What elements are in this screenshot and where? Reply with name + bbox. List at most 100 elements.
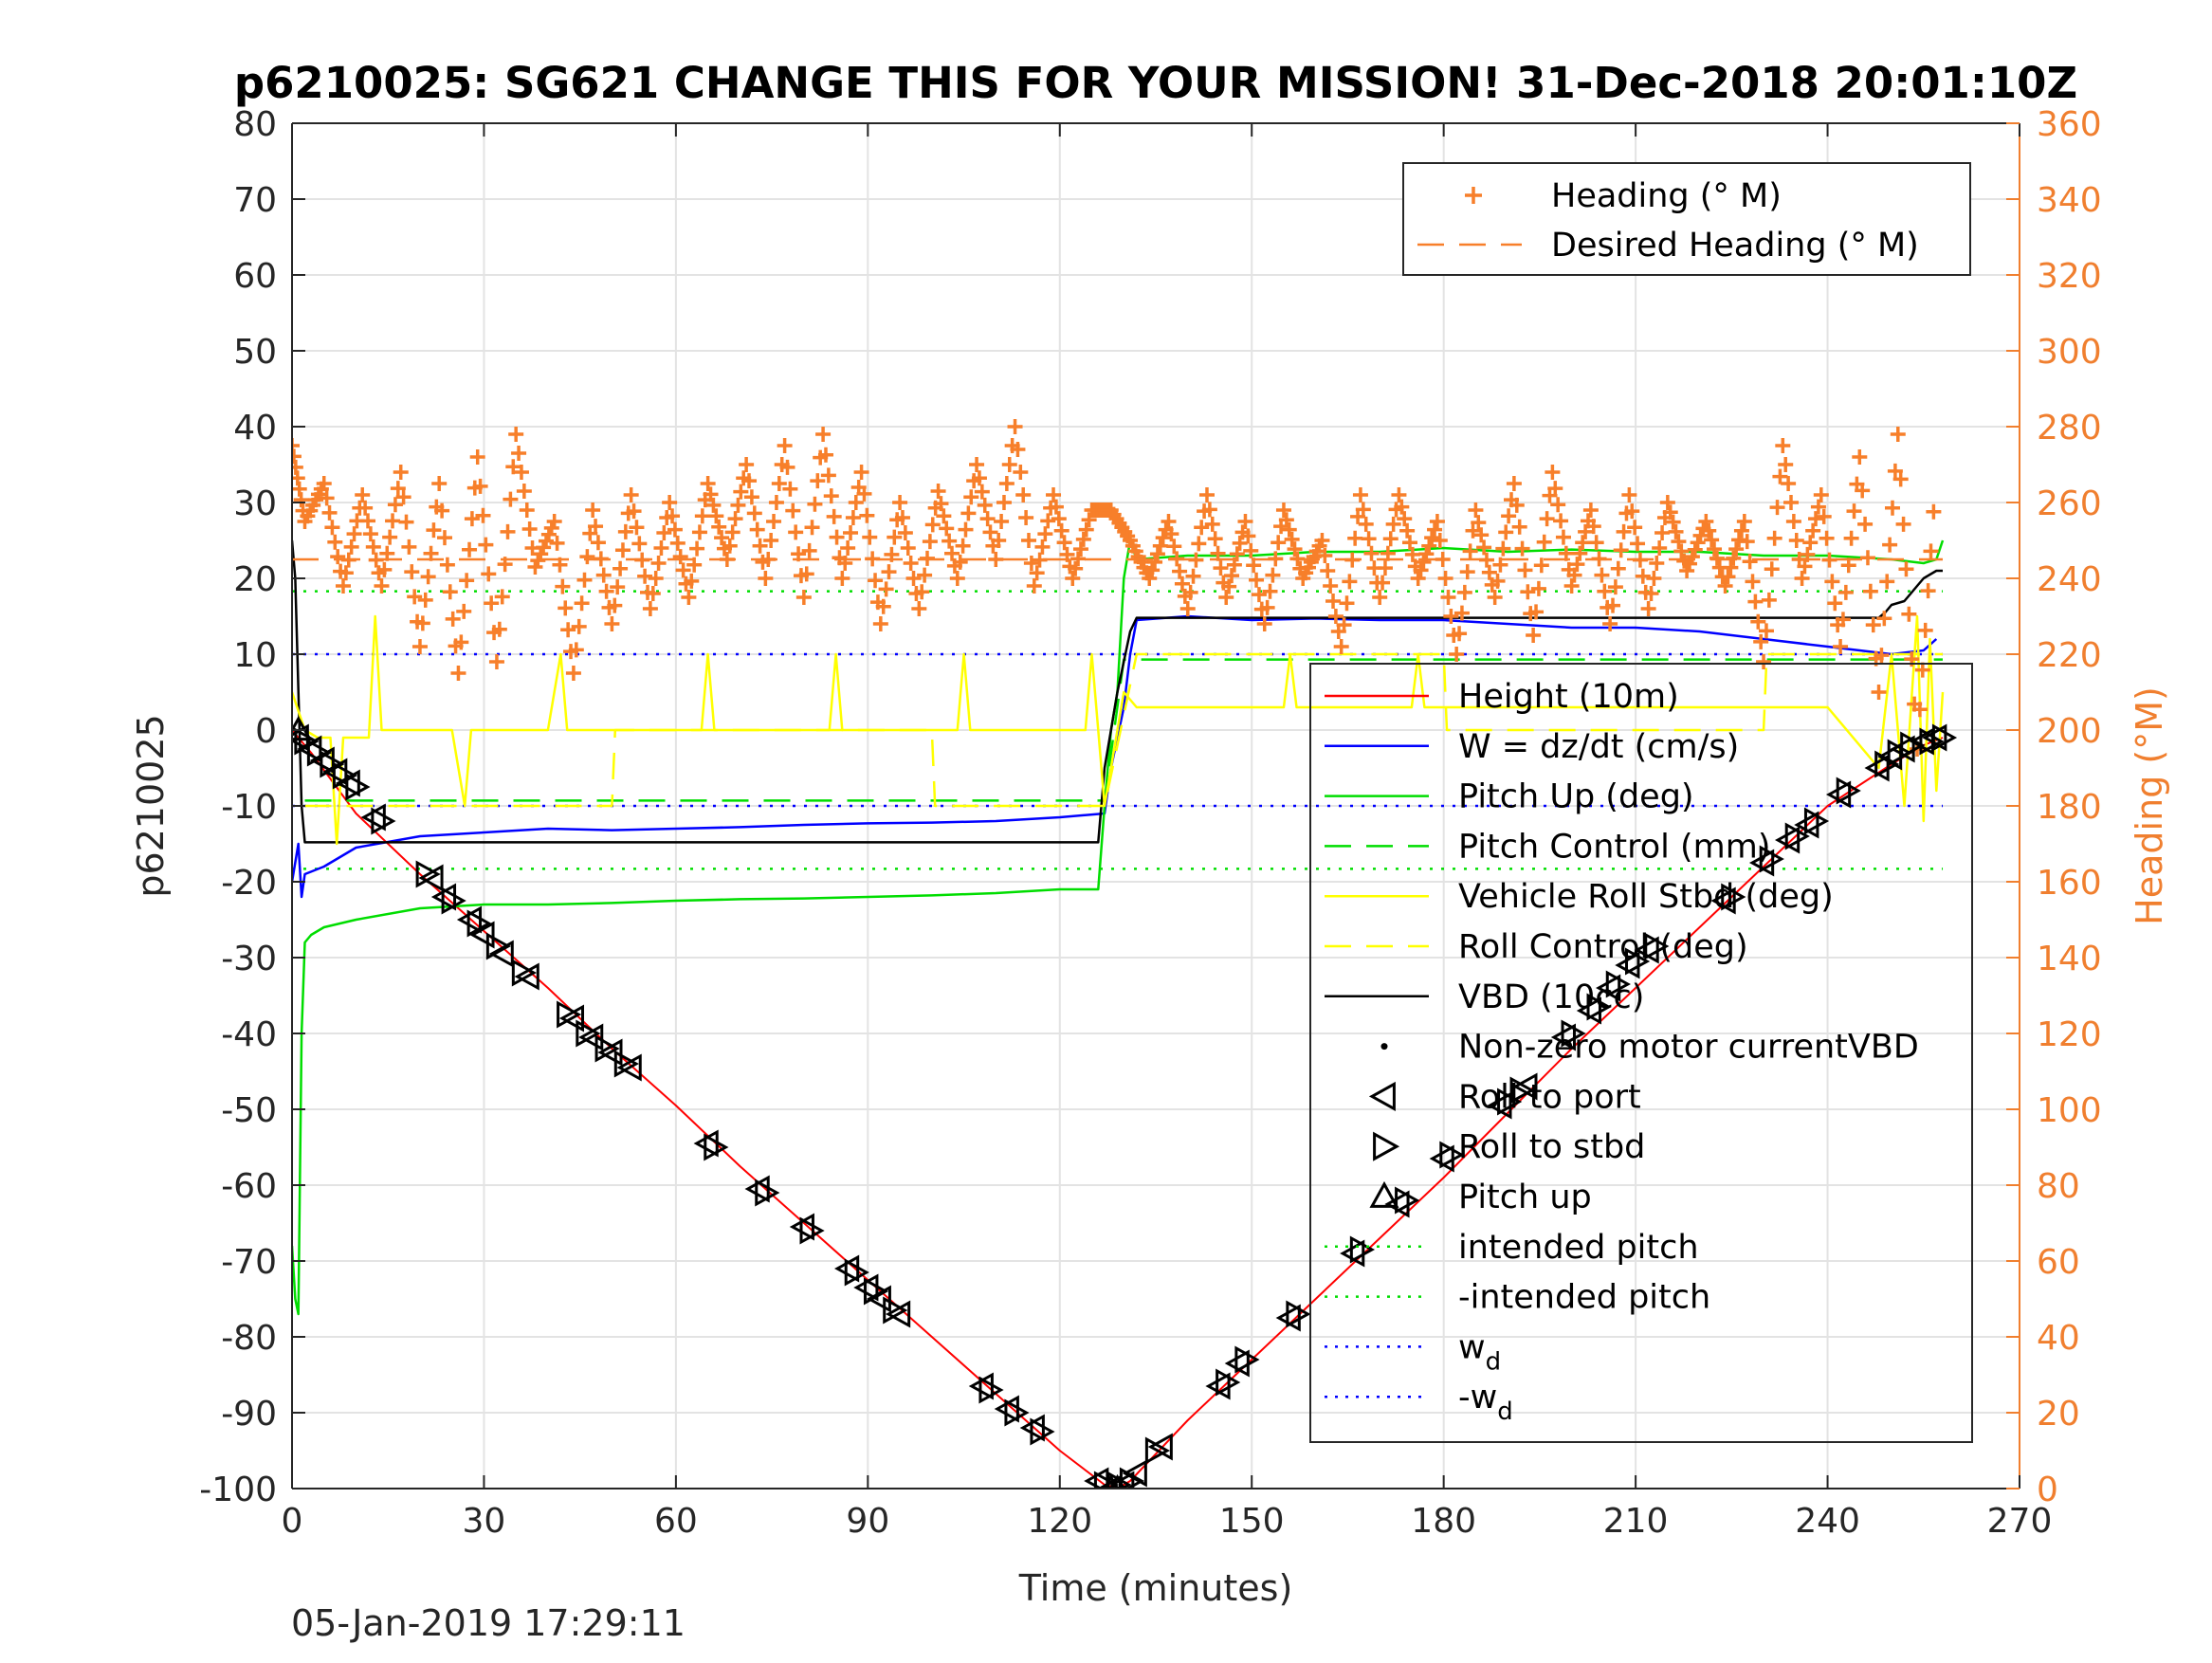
heading-point bbox=[598, 583, 614, 599]
heading-point bbox=[484, 595, 500, 612]
heading-point bbox=[612, 560, 629, 576]
heading-point bbox=[292, 438, 300, 453]
heading-point bbox=[1163, 526, 1179, 542]
heading-point bbox=[319, 490, 335, 506]
heading-point bbox=[1550, 497, 1566, 513]
heading-point bbox=[1575, 535, 1591, 551]
heading-point bbox=[653, 540, 669, 556]
heading-point bbox=[1179, 601, 1196, 616]
heading-point bbox=[1221, 578, 1237, 594]
heading-point bbox=[733, 484, 749, 500]
heading-point bbox=[1281, 521, 1297, 538]
y-tick-label-right: 300 bbox=[2037, 333, 2102, 372]
heading-point bbox=[694, 508, 710, 524]
y-tick-label-right: 120 bbox=[2037, 1015, 2102, 1054]
heading-point bbox=[785, 503, 801, 519]
heading-point bbox=[1690, 535, 1706, 551]
heading-point bbox=[1885, 500, 1900, 516]
heading-point bbox=[450, 666, 466, 681]
heading-point bbox=[1635, 568, 1651, 584]
heading-point bbox=[1871, 685, 1887, 700]
heading-point bbox=[691, 524, 707, 540]
heading-point bbox=[1424, 530, 1440, 546]
roll-to-stbd-marker bbox=[1874, 750, 1900, 778]
heading-point bbox=[996, 495, 1012, 510]
y-tick-label-right: 260 bbox=[2037, 484, 2102, 523]
heading-point bbox=[1572, 545, 1588, 561]
heading-point bbox=[374, 578, 390, 594]
y-tick-label-right: 60 bbox=[2037, 1243, 2080, 1282]
heading-point bbox=[859, 507, 875, 523]
heading-point bbox=[1007, 419, 1023, 434]
heading-point bbox=[1613, 542, 1629, 558]
roll-to-stbd-marker bbox=[1144, 1436, 1171, 1465]
markers-roll-to-stbd bbox=[294, 723, 1958, 1489]
heading-point bbox=[988, 552, 1004, 567]
heading-point bbox=[958, 521, 974, 538]
heading-point bbox=[1385, 516, 1401, 532]
heading-point bbox=[1218, 590, 1234, 605]
heading-point bbox=[343, 539, 359, 555]
legend-label: Height (10m) bbox=[1458, 678, 1679, 716]
heading-point bbox=[1646, 571, 1662, 586]
y-tick-label-right: 360 bbox=[2037, 105, 2102, 144]
heading-point bbox=[724, 524, 740, 540]
heading-point bbox=[1901, 606, 1917, 622]
heading-point bbox=[292, 481, 307, 497]
heading-point bbox=[1605, 597, 1621, 613]
legend-label: Pitch Control (mm) bbox=[1458, 828, 1770, 866]
heading-point bbox=[1399, 522, 1416, 539]
legend-swatch bbox=[1373, 1131, 1400, 1161]
legend-label: Roll Control (deg) bbox=[1458, 928, 1748, 966]
main-legend-box bbox=[1309, 663, 1973, 1443]
axes-layer: 0 30 60 90 120 150 180 210 240 270 80 70 60 50 40 30 20 1… bbox=[199, 105, 2101, 1541]
heading-point bbox=[1508, 497, 1525, 513]
heading-point bbox=[878, 581, 894, 597]
heading-point bbox=[417, 592, 433, 608]
y-tick-label: 30 bbox=[233, 484, 277, 523]
heading-point bbox=[488, 654, 504, 669]
heading-point bbox=[595, 567, 612, 583]
heading-point bbox=[1545, 465, 1561, 480]
heading-point bbox=[711, 519, 727, 535]
heading-point bbox=[462, 541, 478, 557]
heading-point bbox=[431, 476, 448, 491]
roll-to-stbd-marker bbox=[1721, 883, 1746, 911]
heading-point bbox=[1720, 569, 1736, 585]
heading-legend: Heading (° M) Desired Heading (° M) bbox=[1402, 162, 1971, 276]
heading-point bbox=[1471, 515, 1487, 531]
heading-point bbox=[642, 601, 658, 616]
roll-to-stbd-marker bbox=[332, 761, 358, 790]
y-tick-label: -10 bbox=[221, 788, 277, 827]
heading-point bbox=[727, 511, 743, 527]
heading-point bbox=[1237, 514, 1253, 529]
heading-point bbox=[1459, 564, 1475, 580]
heading-point bbox=[1654, 525, 1671, 540]
heading-point bbox=[930, 484, 946, 499]
heading-point bbox=[1528, 604, 1545, 620]
heading-point bbox=[1843, 530, 1859, 546]
heading-point bbox=[1810, 499, 1826, 515]
heading-point bbox=[917, 567, 933, 583]
heading-point bbox=[1914, 662, 1930, 678]
y-tick-label: 50 bbox=[233, 333, 277, 372]
heading-point bbox=[1198, 487, 1215, 503]
heading-point bbox=[741, 473, 758, 489]
roll-to-stbd-marker bbox=[1509, 1076, 1535, 1105]
heading-point bbox=[667, 521, 683, 538]
heading-point bbox=[743, 489, 759, 505]
heading-point bbox=[436, 530, 452, 546]
heading-point bbox=[1923, 543, 1939, 559]
heading-point bbox=[1892, 471, 1909, 487]
heading-point bbox=[508, 427, 524, 442]
heading-point bbox=[1394, 499, 1410, 515]
heading-point bbox=[395, 489, 411, 505]
heading-point bbox=[1495, 540, 1511, 557]
y-tick-label-right: 200 bbox=[2037, 712, 2102, 751]
legend-label: intended pitch bbox=[1458, 1229, 1699, 1267]
roll-to-stbd-marker bbox=[485, 932, 512, 960]
heading-point bbox=[1602, 616, 1618, 631]
heading-point bbox=[1048, 499, 1064, 515]
heading-point bbox=[1402, 535, 1417, 551]
heading-point bbox=[1835, 612, 1851, 628]
